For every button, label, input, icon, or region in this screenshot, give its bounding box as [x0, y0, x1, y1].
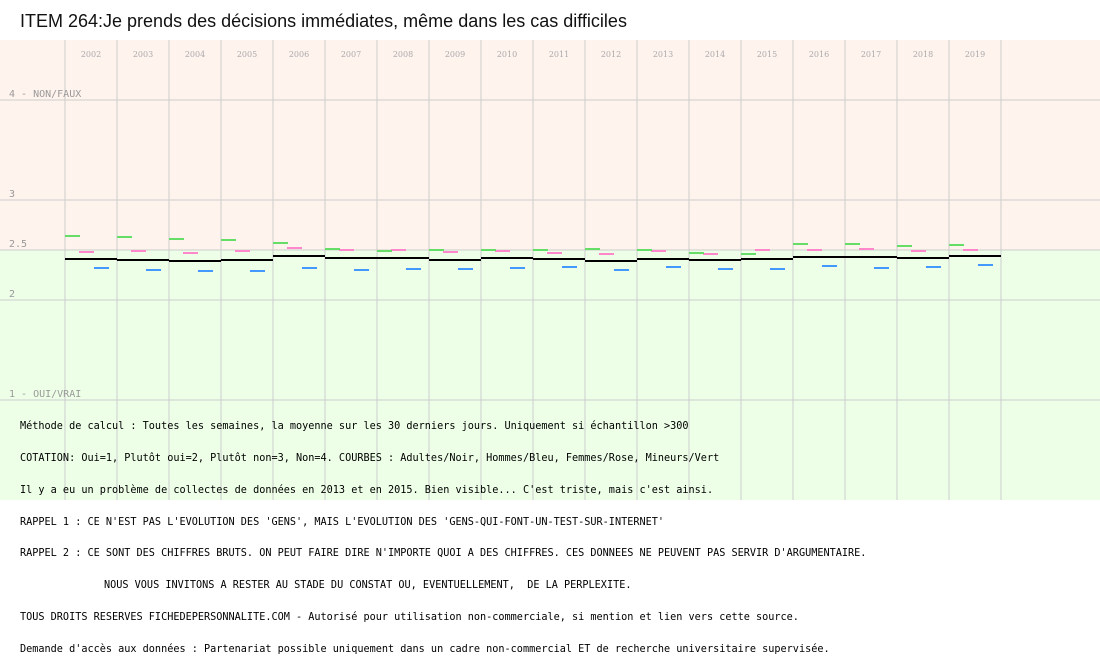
y-tick-label: 1 - OUI/VRAI — [9, 389, 81, 400]
chart-area: 4 - NON/FAUX 3 2.5 2 1 - OUI/VRAI 2002 2003 200… — [0, 40, 1100, 500]
x-tick-label: 2008 — [393, 50, 413, 59]
x-tick-label: 2013 — [653, 50, 673, 59]
note-data-access: Demande d'accès aux données : Partenaria… — [20, 643, 830, 655]
note-method: Méthode de calcul : Toutes les semaines,… — [20, 421, 689, 433]
x-tick-label: 2016 — [809, 50, 829, 59]
note-cotation: COTATION: Oui=1, Plutôt oui=2, Plutôt no… — [20, 452, 720, 464]
x-tick-label: 2017 — [861, 50, 881, 59]
note-rappel-2: RAPPEL 2 : CE SONT DES CHIFFRES BRUTS. O… — [20, 548, 867, 560]
x-tick-label: 2014 — [705, 50, 725, 59]
y-tick-label: 2 — [9, 289, 15, 300]
y-tick-label: 4 - NON/FAUX — [9, 89, 81, 100]
y-tick-label: 3 — [9, 189, 15, 200]
x-tick-label: 2004 — [185, 50, 205, 59]
x-tick-label: 2012 — [601, 50, 621, 59]
note-copyright: TOUS DROITS RESERVES FICHEDEPERSONNALITE… — [20, 611, 799, 623]
x-tick-label: 2002 — [81, 50, 101, 59]
band-oui — [0, 250, 1100, 500]
x-tick-label: 2019 — [965, 50, 985, 59]
band-non — [0, 40, 1100, 250]
footnotes: Méthode de calcul : Toutes les semaines,… — [20, 401, 866, 666]
note-data-problem: Il y a eu un problème de collectes de do… — [20, 484, 714, 496]
x-tick-label: 2003 — [133, 50, 153, 59]
x-tick-label: 2007 — [341, 50, 361, 59]
x-tick-label: 2005 — [237, 50, 257, 59]
note-rappel-1: RAPPEL 1 : CE N'EST PAS L'EVOLUTION DES … — [20, 516, 665, 528]
x-tick-label: 2018 — [913, 50, 933, 59]
x-tick-label: 2009 — [445, 50, 465, 59]
x-tick-label: 2015 — [757, 50, 777, 59]
chart-title: ITEM 264:Je prends des décisions immédia… — [20, 11, 627, 31]
x-tick-label: 2010 — [497, 50, 517, 59]
x-tick-label: 2011 — [549, 50, 569, 59]
x-tick-label: 2006 — [289, 50, 309, 59]
note-invitation: NOUS VOUS INVITONS A RESTER AU STADE DU … — [104, 580, 632, 592]
y-tick-label: 2.5 — [9, 239, 27, 250]
